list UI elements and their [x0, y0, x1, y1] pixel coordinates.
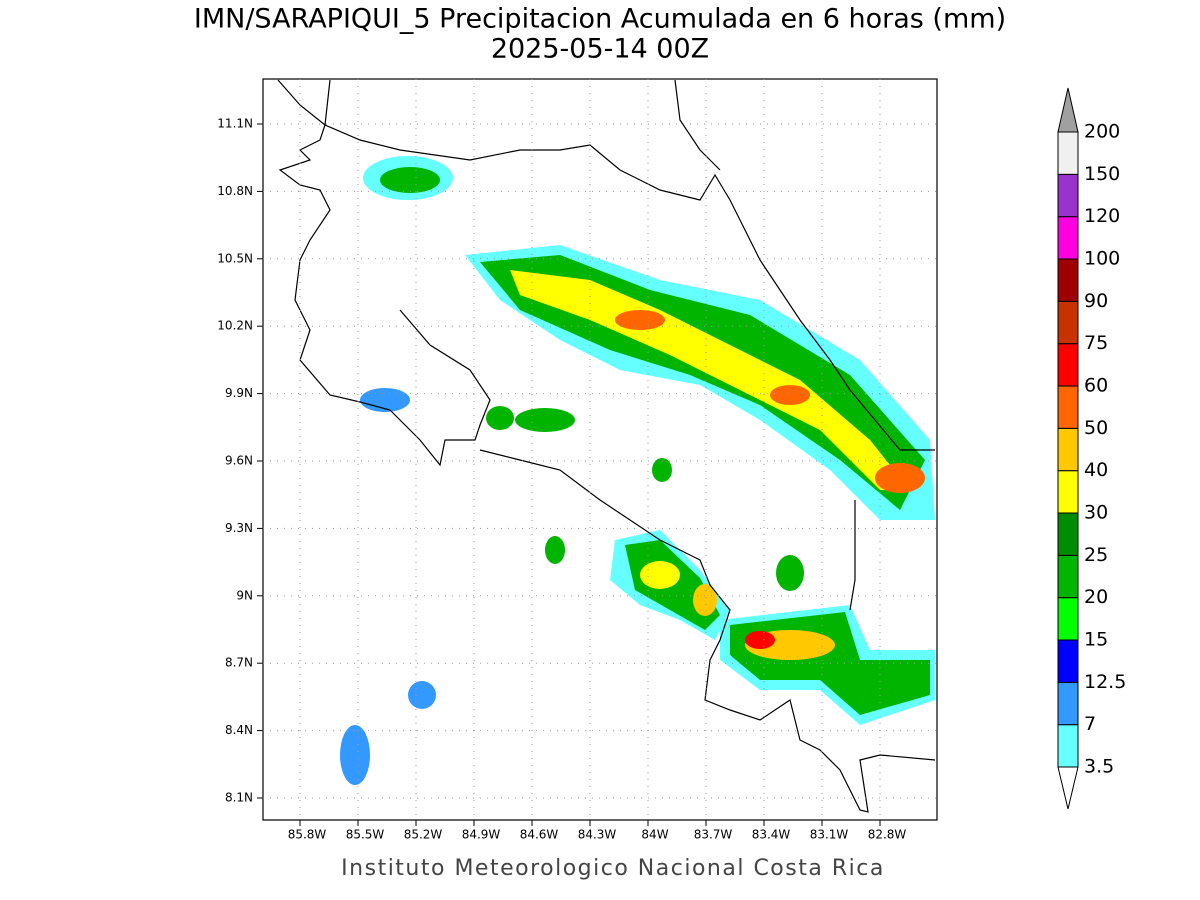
colorbar-over	[1057, 87, 1079, 133]
precipitation-field	[340, 156, 935, 785]
colorbar-band	[1057, 216, 1079, 260]
lat-label: 9N	[236, 588, 253, 602]
lat-label: 10.5N	[217, 251, 253, 265]
colorbar-label: 3.5	[1084, 756, 1114, 778]
colorbar-label: 50	[1084, 417, 1108, 439]
colorbar-label: 75	[1084, 332, 1108, 354]
lon-label: 84.9W	[462, 828, 501, 842]
colorbar-label: 200	[1084, 121, 1120, 143]
colorbar-under	[1057, 766, 1079, 810]
map-frame	[262, 78, 938, 821]
colorbar-label: 12.5	[1084, 671, 1126, 693]
colorbar-label: 30	[1084, 502, 1108, 524]
lat-label: 9.9N	[225, 386, 253, 400]
colorbar-band	[1057, 173, 1079, 218]
footer: Instituto Meteorologico Nacional Costa R…	[341, 856, 885, 881]
lon-label: 85.8W	[288, 828, 327, 842]
lat-label: 9.6N	[225, 454, 253, 468]
colorbar-label: 150	[1084, 163, 1120, 185]
lon-label: 84W	[641, 828, 668, 842]
colorbar-band	[1057, 512, 1079, 556]
lat-label: 8.7N	[225, 656, 253, 670]
lat-label: 8.4N	[225, 723, 253, 737]
lon-label: 82.8W	[868, 828, 907, 842]
colorbar-label: 40	[1084, 459, 1108, 481]
colorbar-label: 7	[1084, 713, 1096, 735]
subtitle: 2025-05-14 00Z	[491, 34, 709, 65]
colorbar-band	[1057, 300, 1079, 345]
colorbar-label: 15	[1084, 629, 1108, 651]
colorbar-band	[1057, 131, 1079, 175]
colorbar-band	[1057, 554, 1079, 599]
colorbar-band	[1057, 470, 1079, 514]
colorbar-band	[1057, 258, 1079, 302]
lat-label: 9.3N	[225, 521, 253, 535]
colorbar-band	[1057, 724, 1079, 768]
title: IMN/SARAPIQUI_5 Precipitacion Acumulada …	[194, 4, 1006, 35]
lon-label: 84.3W	[578, 828, 617, 842]
colorbar-band	[1057, 681, 1079, 726]
colorbar-label: 90	[1084, 290, 1108, 312]
lon-label: 83.7W	[694, 828, 733, 842]
lon-label: 83.4W	[752, 828, 791, 842]
colorbar-band	[1057, 427, 1079, 472]
lon-label: 83.1W	[810, 828, 849, 842]
lat-label: 10.8N	[217, 184, 253, 198]
lat-label: 8.1N	[225, 791, 253, 805]
colorbar-band	[1057, 639, 1079, 683]
lat-label: 10.2N	[217, 319, 253, 333]
lon-label: 85.2W	[404, 828, 443, 842]
colorbar-label: 25	[1084, 544, 1108, 566]
colorbar-band	[1057, 343, 1079, 387]
lat-label: 11.1N	[217, 117, 253, 131]
colorbar-label: 60	[1084, 375, 1108, 397]
coastline	[277, 79, 936, 813]
colorbar-label: 100	[1084, 248, 1120, 270]
lon-label: 84.6W	[520, 828, 559, 842]
colorbar-label: 20	[1084, 586, 1108, 608]
colorbar-label: 120	[1084, 205, 1120, 227]
lon-label: 85.5W	[346, 828, 385, 842]
colorbar-band	[1057, 385, 1079, 429]
colorbar-band	[1057, 597, 1079, 641]
